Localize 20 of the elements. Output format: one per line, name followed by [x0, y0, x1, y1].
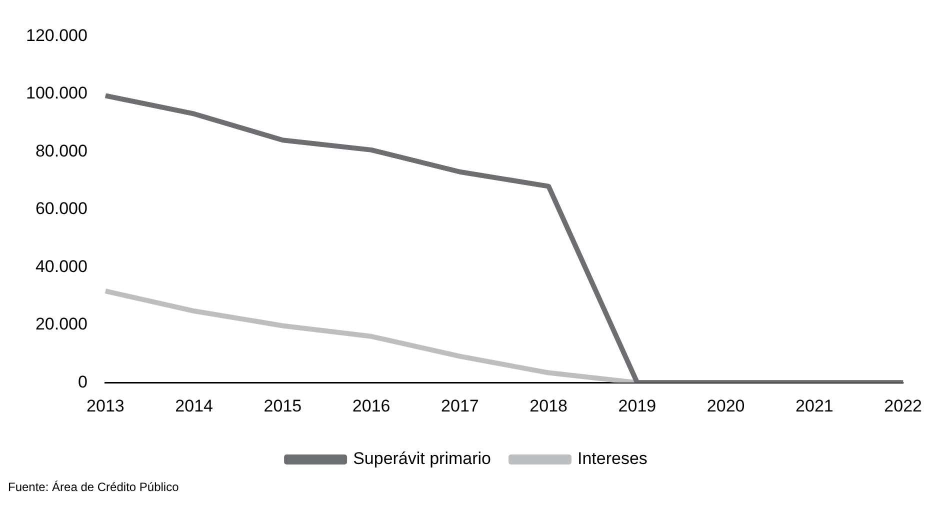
legend-label: Intereses [578, 449, 648, 468]
x-tick-label: 2018 [530, 396, 568, 416]
x-tick-label: 2016 [352, 396, 390, 416]
y-tick-label: 0 [78, 372, 88, 392]
y-tick-label: 80.000 [35, 141, 88, 160]
x-tick-label: 2017 [441, 396, 479, 416]
source-note: Fuente: Área de Crédito Público [8, 480, 180, 494]
y-tick-label: 20.000 [35, 314, 88, 334]
y-tick-label: 100.000 [26, 84, 88, 103]
y-tick-label: 120.000 [26, 26, 88, 45]
y-tick-label: 60.000 [35, 199, 88, 218]
x-tick-label: 2013 [86, 396, 124, 416]
x-tick-label: 2022 [884, 396, 922, 416]
legend-label: Superávit primario [353, 449, 492, 468]
y-tick-label: 40.000 [35, 256, 88, 276]
x-tick-label: 2015 [264, 396, 302, 416]
x-tick-label: 2020 [706, 396, 745, 416]
x-tick-label: 2021 [796, 396, 834, 416]
x-tick-label: 2014 [175, 396, 213, 416]
x-tick-label: 2019 [618, 396, 656, 416]
